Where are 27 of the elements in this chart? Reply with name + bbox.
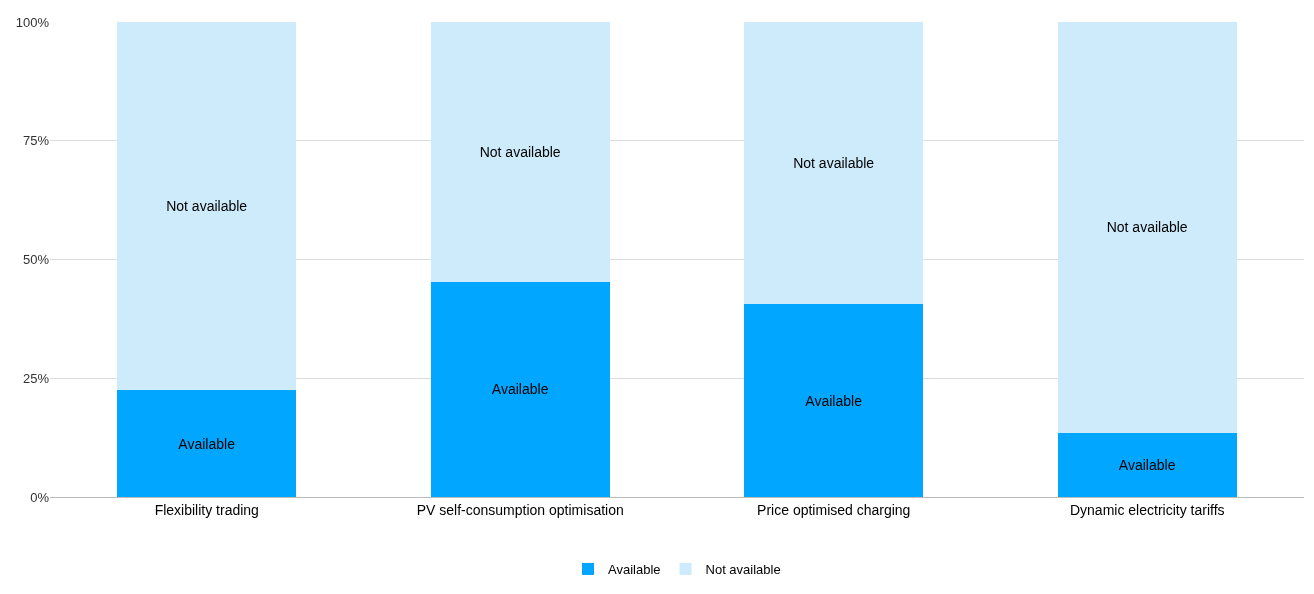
- legend-label: Not available: [705, 562, 781, 578]
- bar: [744, 22, 924, 305]
- y-tick-label: 0%: [30, 489, 50, 505]
- text: Not available: [1106, 219, 1188, 236]
- y-tick-label: 75%: [22, 133, 50, 149]
- bar: [744, 304, 924, 497]
- y-tick-label: 25%: [22, 370, 50, 386]
- text: Available: [491, 381, 549, 398]
- legend-label: Available: [608, 562, 661, 578]
- text: Not available: [793, 155, 875, 172]
- bar: [430, 22, 610, 282]
- x-tick-label: Dynamic electricity tariffs: [1069, 501, 1225, 518]
- x-tick-label: Flexibility trading: [154, 501, 259, 518]
- bar: [1057, 22, 1237, 433]
- bar: [117, 390, 297, 497]
- bar: [430, 281, 610, 497]
- y-tick-label: 50%: [22, 252, 50, 268]
- x-tick-label: PV self-consumption optimisation: [416, 501, 624, 518]
- bar: [1057, 432, 1237, 497]
- text: Available: [178, 435, 235, 452]
- text: Available: [805, 392, 862, 409]
- text: Not available: [479, 143, 561, 160]
- text: Available: [1118, 456, 1176, 473]
- y-tick-label: 100%: [15, 14, 50, 30]
- text: Not available: [166, 198, 248, 215]
- x-tick-label: Price optimised charging: [757, 501, 911, 518]
- bar: [117, 22, 297, 391]
